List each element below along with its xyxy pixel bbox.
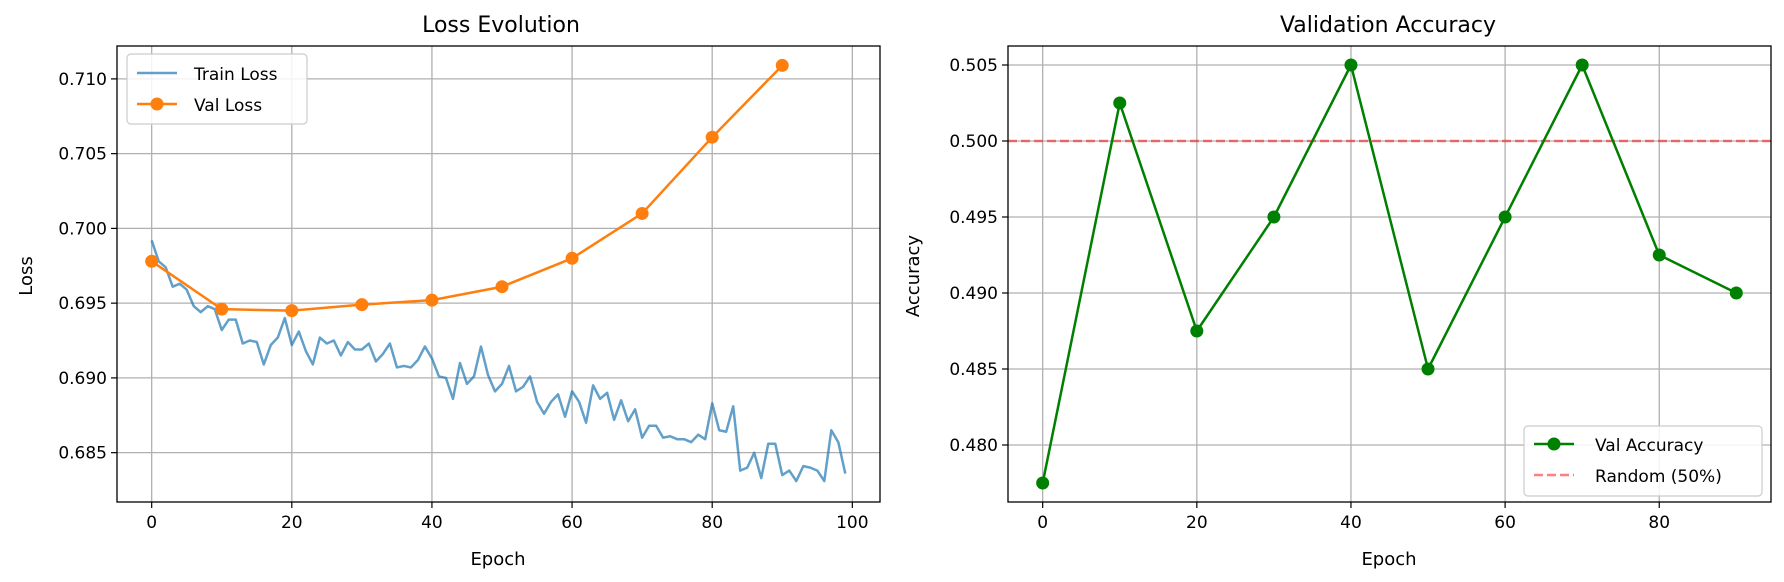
legend-label-val-loss: Val Loss — [194, 96, 262, 116]
series-layer — [1008, 58, 1771, 490]
data-point-val-accuracy — [1113, 96, 1127, 110]
data-point-val-loss — [285, 304, 299, 318]
series-layer — [145, 58, 847, 483]
data-point-val-accuracy — [1190, 324, 1204, 338]
data-point-val-loss — [145, 254, 159, 268]
legend-box — [1523, 425, 1763, 497]
validation-accuracy-chart: Validation Accuracy 0 20 40 60 800.4800.4850… — [903, 13, 1772, 570]
data-point-val-accuracy — [1267, 210, 1281, 224]
chart-title: Loss Evolution — [422, 13, 580, 38]
legend-box — [126, 53, 308, 125]
y-tick-label: 0.485 — [949, 360, 998, 380]
data-point-val-accuracy — [1652, 248, 1666, 262]
data-point-val-loss — [565, 251, 579, 265]
data-point-val-accuracy — [1421, 362, 1435, 376]
data-point-val-loss — [215, 302, 229, 316]
x-tick-label: 20 — [281, 513, 303, 533]
legend: Val Accuracy Random (50%) — [1523, 425, 1763, 497]
y-tick-label: 0.705 — [58, 145, 107, 165]
y-tick-label: 0.505 — [949, 56, 998, 76]
legend: Train Loss Val Loss — [126, 53, 308, 125]
y-tick-label: 0.685 — [58, 444, 107, 464]
data-point-val-accuracy — [1344, 58, 1358, 72]
x-tick-label: 80 — [1648, 513, 1670, 533]
grid-layer — [117, 46, 880, 502]
x-tick-label: 40 — [421, 513, 443, 533]
x-axis-label: Epoch — [470, 549, 525, 570]
data-point-val-loss — [495, 280, 509, 294]
x-tick-label: 20 — [1186, 513, 1208, 533]
x-axis-label: Epoch — [1361, 549, 1416, 570]
y-tick-label: 0.495 — [949, 208, 998, 228]
y-tick-label: 0.480 — [949, 436, 998, 456]
ticks-layer: 0 20 40 60 80 100 0.685 0.690 0.695 0.700 0.705 0.7… — [58, 70, 868, 533]
data-point-val-accuracy — [1729, 286, 1743, 300]
series-line-val-loss — [150, 64, 784, 312]
y-axis-label: Loss — [16, 256, 37, 295]
y-tick-label: 0.700 — [58, 219, 107, 239]
x-tick-label: 60 — [561, 513, 583, 533]
plot-frame — [1007, 45, 1772, 503]
data-point-val-loss — [705, 130, 719, 144]
data-point-val-loss — [355, 298, 369, 312]
x-tick-label: 100 — [836, 513, 868, 533]
y-tick-label: 0.710 — [58, 70, 107, 90]
y-tick-label: 0.490 — [949, 284, 998, 304]
legend-label-random: Random (50%) — [1595, 467, 1722, 487]
y-tick-label: 0.695 — [58, 294, 107, 314]
data-point-val-loss — [775, 58, 789, 72]
x-tick-label: 60 — [1494, 513, 1516, 533]
legend-marker-val-accuracy — [1547, 437, 1561, 451]
x-tick-label: 0 — [1037, 513, 1048, 533]
legend-label-val-accuracy: Val Accuracy — [1595, 436, 1703, 456]
plot-frame — [116, 45, 881, 503]
legend-label-train-loss: Train Loss — [193, 65, 278, 85]
x-tick-label: 80 — [701, 513, 723, 533]
data-point-val-accuracy — [1498, 210, 1512, 224]
y-tick-label: 0.500 — [949, 132, 998, 152]
y-tick-label: 0.690 — [58, 369, 107, 389]
data-point-val-loss — [635, 206, 649, 220]
x-tick-label: 0 — [146, 513, 157, 533]
series-line-train-loss — [150, 239, 847, 483]
data-point-val-accuracy — [1575, 58, 1589, 72]
legend-marker-val-loss — [150, 97, 164, 111]
ticks-layer: 0 20 40 60 80 0.480 0.485 0.490 0.495 0.500 0.505 — [949, 56, 1670, 533]
data-point-val-accuracy — [1036, 476, 1050, 490]
x-tick-label: 40 — [1340, 513, 1362, 533]
loss-evolution-chart: Loss Evolution 0 20 40 60 80 100 0.685 0.690 0.6… — [16, 13, 881, 570]
chart-title: Validation Accuracy — [1280, 13, 1496, 38]
series-line-val-accuracy — [1041, 63, 1737, 484]
data-point-val-loss — [425, 293, 439, 307]
y-axis-label: Accuracy — [903, 235, 924, 318]
